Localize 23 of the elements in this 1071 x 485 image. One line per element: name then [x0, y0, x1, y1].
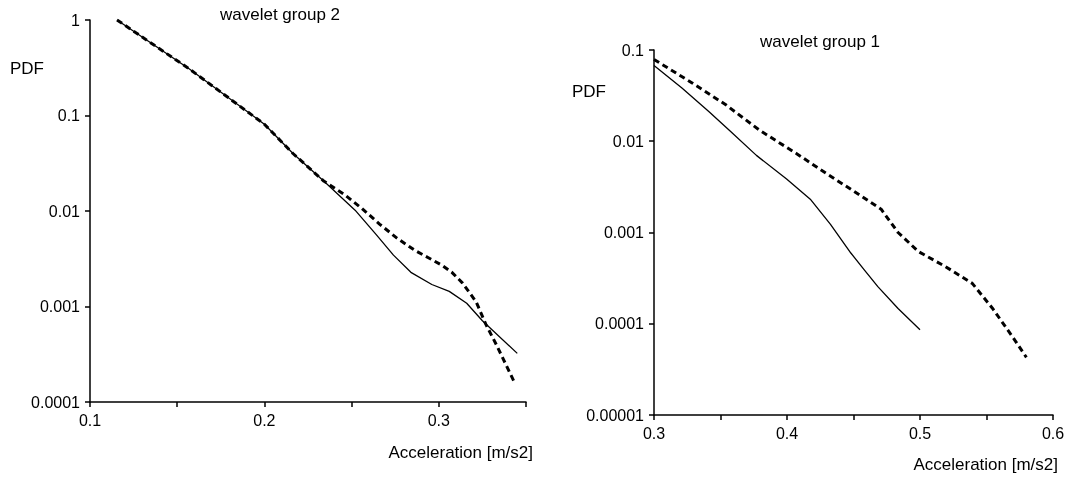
y-tick-label: 0.01 — [48, 202, 81, 220]
chart-title: wavelet group 1 — [759, 32, 881, 51]
x-tick-label: 0.2 — [253, 411, 276, 429]
y-tick-label: 0.1 — [621, 41, 645, 59]
y-tick-label: 0.00001 — [586, 406, 645, 424]
y-tick-label: 0.001 — [39, 298, 81, 315]
y-tick-label: 0.01 — [612, 132, 645, 150]
y-tick-label: 0.0001 — [31, 393, 81, 411]
y-tick-label: 1 — [71, 11, 81, 29]
x-tick-label: 0.4 — [775, 424, 799, 442]
x-tick-label: 0.6 — [1041, 424, 1065, 442]
y-tick-label: 0.1 — [57, 107, 81, 124]
x-axis-title: Acceleration [m/s2] — [388, 443, 533, 462]
x-tick-label: 0.1 — [78, 411, 102, 429]
y-axis-title: PDF — [10, 59, 44, 78]
x-tick-label: 0.3 — [427, 411, 451, 429]
y-tick-label: 0.001 — [603, 224, 645, 241]
y-axis-title: PDF — [572, 82, 606, 101]
x-tick-label: 0.5 — [908, 424, 932, 442]
x-axis-title: Acceleration [m/s2] — [913, 455, 1058, 474]
x-tick-label: 0.3 — [642, 424, 666, 442]
chart-title: wavelet group 2 — [219, 5, 341, 24]
y-tick-label: 0.0001 — [595, 315, 645, 333]
